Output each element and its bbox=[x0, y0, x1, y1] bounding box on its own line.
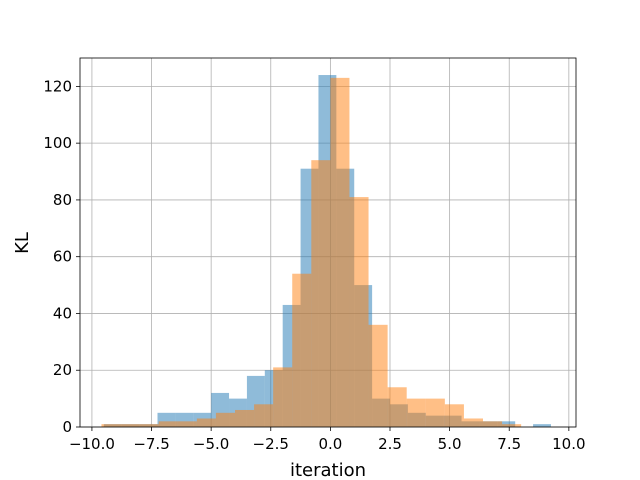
x-tick-label: 0.0 bbox=[318, 435, 342, 453]
histogram-bar-s1-11 bbox=[311, 160, 331, 427]
y-axis-label: KL bbox=[12, 232, 33, 254]
y-tick-label: 80 bbox=[53, 191, 72, 209]
histogram-bar-s1-12 bbox=[330, 77, 350, 427]
axis-ticks: −10.0 −7.5 −5.0 −2.5 0.0 2.5 5.0 7.5 10.0 0 20 40 60… bbox=[43, 77, 585, 453]
histogram-bar-s1-5 bbox=[196, 418, 216, 427]
x-tick-label: 5.0 bbox=[438, 435, 462, 453]
histogram-bar-s1-1 bbox=[120, 424, 140, 427]
y-tick-label: 0 bbox=[62, 418, 72, 436]
histogram-bar-s1-19 bbox=[463, 418, 483, 427]
plot-frame bbox=[79, 57, 577, 428]
histogram-bar-s1-3 bbox=[158, 421, 178, 427]
x-tick-label: 7.5 bbox=[497, 435, 521, 453]
histogram-bar-s1-0 bbox=[101, 424, 121, 427]
histogram-bar-s1-18 bbox=[444, 404, 464, 427]
histogram-bar-s0-24 bbox=[533, 424, 551, 427]
x-tick-label: −10.0 bbox=[69, 435, 115, 453]
y-tick-label: 120 bbox=[43, 77, 72, 95]
x-tick-label: −5.0 bbox=[193, 435, 229, 453]
y-tick-label: 20 bbox=[53, 361, 72, 379]
x-tick-label: −7.5 bbox=[133, 435, 169, 453]
histogram-bar-s1-20 bbox=[483, 421, 503, 427]
histogram-bar-s1-4 bbox=[177, 421, 197, 427]
y-tick-label: 40 bbox=[53, 304, 72, 322]
histogram-bar-s1-14 bbox=[368, 324, 388, 427]
histogram-bar-s1-8 bbox=[254, 404, 274, 427]
histogram-bar-s1-13 bbox=[349, 197, 369, 427]
histogram-bar-s1-6 bbox=[215, 412, 235, 427]
histogram-bar-s1-10 bbox=[292, 273, 312, 427]
histogram-bar-s1-2 bbox=[139, 424, 159, 427]
y-tick-label: 60 bbox=[53, 248, 72, 266]
y-tick-label: 100 bbox=[43, 134, 72, 152]
x-tick-label: −2.5 bbox=[253, 435, 289, 453]
histogram-bar-s1-17 bbox=[425, 398, 445, 427]
histogram-bars bbox=[101, 75, 551, 428]
histogram-bar-s1-9 bbox=[273, 367, 293, 427]
histogram-bar-s1-15 bbox=[387, 387, 407, 427]
histogram-bar-s1-16 bbox=[406, 398, 426, 427]
histogram-bar-s1-7 bbox=[235, 409, 255, 427]
x-tick-label: 10.0 bbox=[552, 435, 585, 453]
x-axis-label: iteration bbox=[290, 460, 366, 480]
histogram-bar-s1-21 bbox=[502, 424, 522, 427]
x-tick-label: 2.5 bbox=[378, 435, 402, 453]
